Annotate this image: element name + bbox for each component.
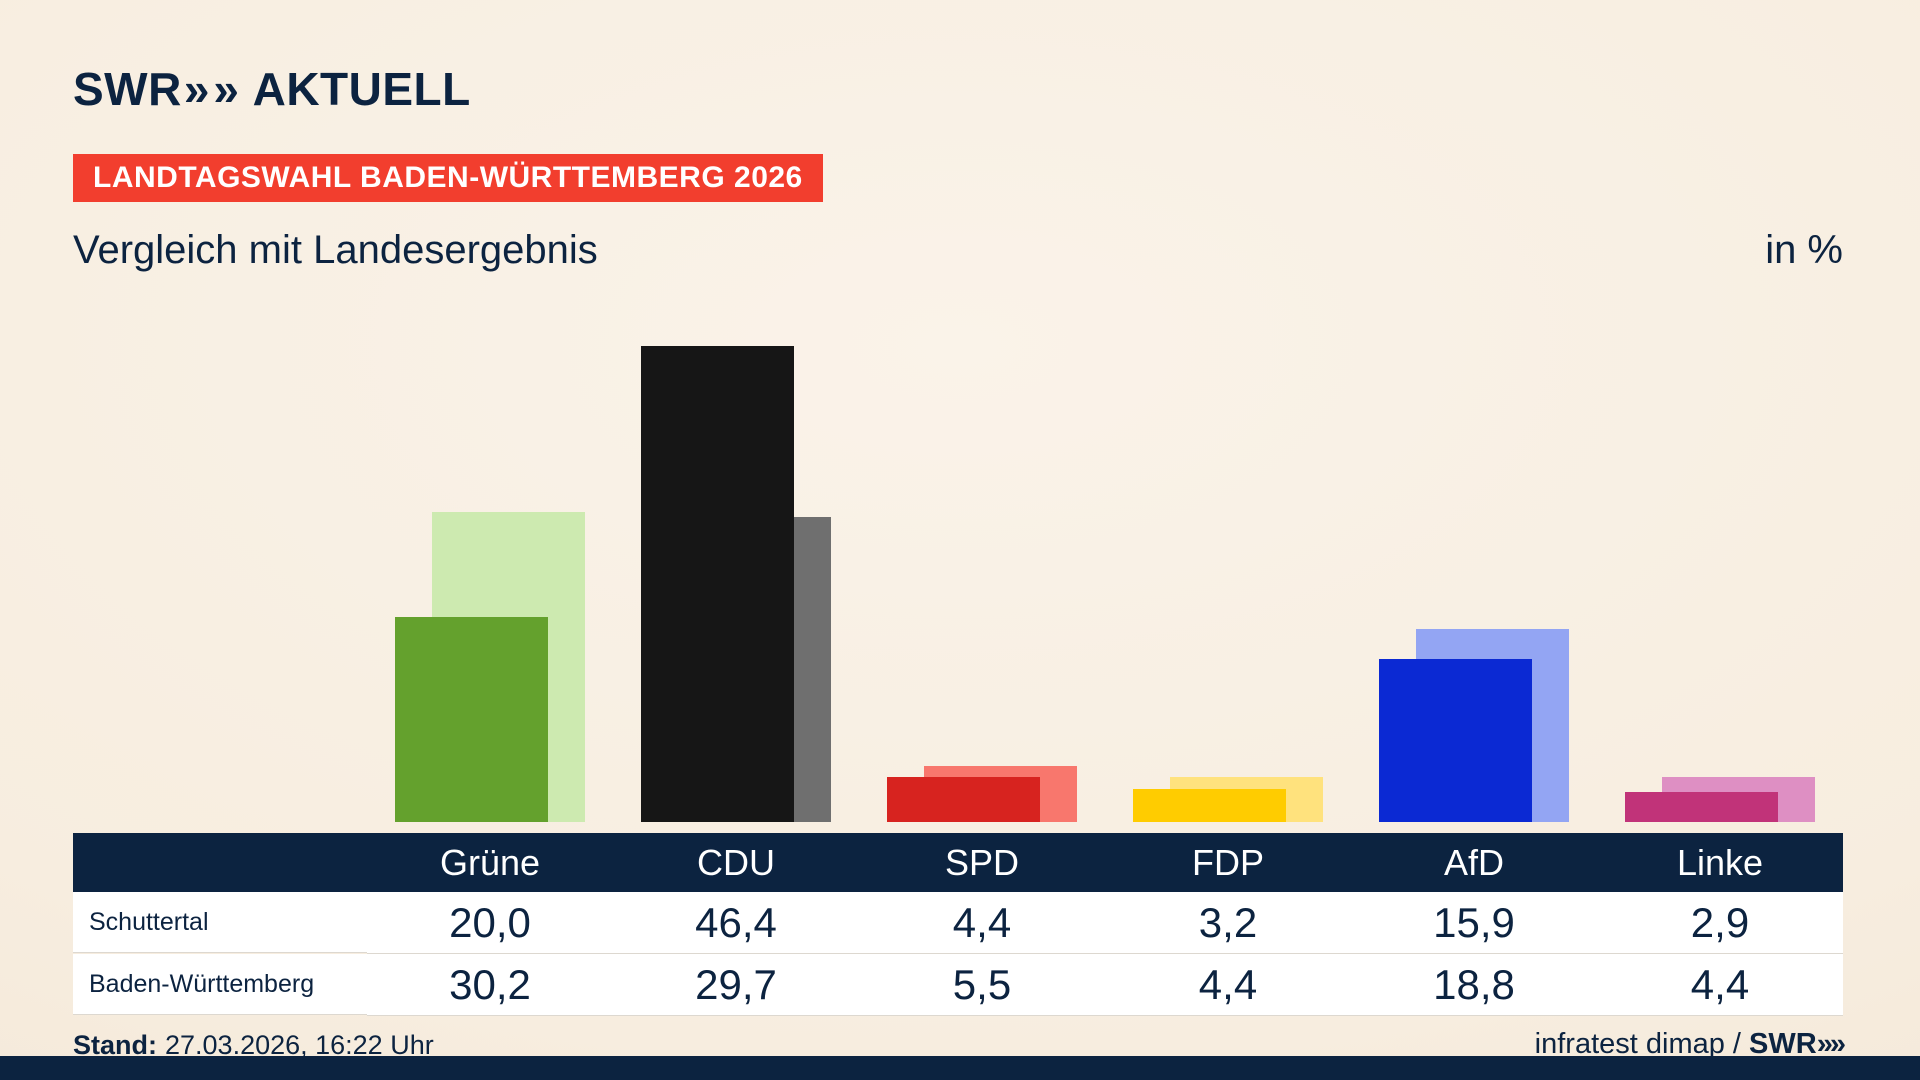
table-cell: 2,9 [1597,892,1843,954]
row-label-schuttertal: Schuttertal [73,892,367,953]
table-header-corner [73,833,367,892]
table-cell: 3,2 [1105,892,1351,954]
table-cell: 20,0 [367,892,613,954]
table-cell: 18,8 [1351,954,1597,1016]
bar-group-gruene [395,302,585,822]
bar-group-spd [887,302,1077,822]
bar-schuttertal-spd [887,777,1040,822]
election-badge: LANDTAGSWAHL BADEN-WÜRTTEMBERG 2026 [73,154,823,202]
source-credit: infratest dimap / SWR»» [1534,1028,1846,1061]
table-header-spd: SPD [859,833,1105,892]
logo-swr-text: SWR [73,63,182,115]
source-chevron-icon: » [1816,1028,1833,1060]
unit-label: in % [1765,228,1843,272]
table-cell: 5,5 [859,954,1105,1016]
results-table: Grüne CDU SPD FDP AfD Linke Schuttertal … [73,833,1843,1016]
bar-group-fdp [1133,302,1323,822]
table-header-afd: AfD [1351,833,1597,892]
bar-chart [395,302,1815,822]
timestamp-label: Stand: [73,1030,157,1060]
bar-schuttertal-fdp [1133,789,1286,822]
bar-schuttertal-afd [1379,659,1532,822]
bottom-brand-bar [0,1056,1920,1080]
row-label-baden-wuerttemberg: Baden-Württemberg [73,954,367,1015]
bar-group-cdu [641,302,831,822]
bar-schuttertal-cdu [641,346,794,822]
timestamp: Stand: 27.03.2026, 16:22 Uhr [73,1030,434,1061]
table-cell: 30,2 [367,954,613,1016]
logo-aktuell-text: AKTUELL [252,63,471,115]
table-header-cdu: CDU [613,833,859,892]
source-brand-swr: SWR [1749,1028,1817,1060]
table-header-linke: Linke [1597,833,1843,892]
table-header-gruene: Grüne [367,833,613,892]
timestamp-value: 27.03.2026, 16:22 Uhr [165,1030,434,1060]
bar-group-linke [1625,302,1815,822]
table-cell: 29,7 [613,954,859,1016]
table-cell: 46,4 [613,892,859,954]
swr-aktuell-logo: SWR»» AKTUELL [73,62,471,116]
logo-chevron-icon: » [213,63,239,115]
bar-group-afd [1379,302,1569,822]
source-text: infratest dimap / [1534,1028,1750,1060]
table-cell: 15,9 [1351,892,1597,954]
table-cell: 4,4 [1597,954,1843,1016]
chart-title: Vergleich mit Landesergebnis [73,228,598,272]
source-chevron-icon: » [1829,1028,1846,1060]
table-header-fdp: FDP [1105,833,1351,892]
bar-schuttertal-gruene [395,617,548,822]
bar-schuttertal-linke [1625,792,1778,822]
table-cell: 4,4 [1105,954,1351,1016]
table-cell: 4,4 [859,892,1105,954]
